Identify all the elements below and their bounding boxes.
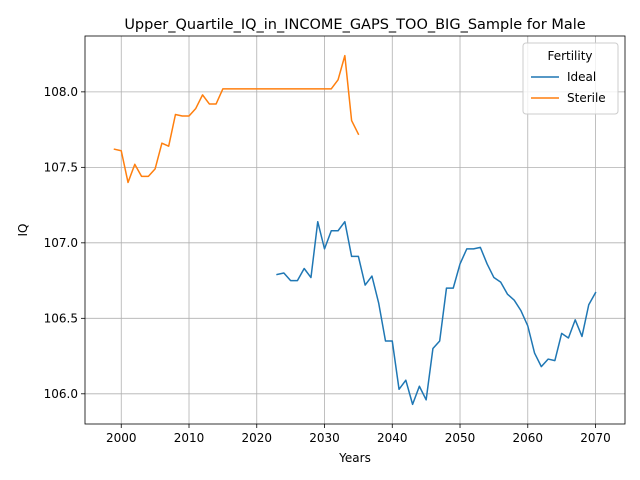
chart-title: Upper_Quartile_IQ_in_INCOME_GAPS_TOO_BIG… xyxy=(124,17,585,33)
y-tick-label: 107.0 xyxy=(44,236,78,250)
x-tick-label: 2010 xyxy=(174,431,205,445)
series-layer xyxy=(113,54,597,406)
y-tick-label: 106.0 xyxy=(44,387,78,401)
x-tick-label: 2030 xyxy=(309,431,340,445)
y-axis-label: IQ xyxy=(16,224,30,237)
x-axis-label: Years xyxy=(338,451,371,465)
axes-frame xyxy=(84,35,626,425)
y-tick-label: 106.5 xyxy=(44,311,78,325)
x-tick-label: 2070 xyxy=(580,431,611,445)
legend-title: Fertility xyxy=(547,49,592,63)
x-tick-label: 2050 xyxy=(445,431,476,445)
x-tick-label: 2000 xyxy=(106,431,137,445)
y-tick-label: 107.5 xyxy=(44,160,78,174)
y-tick-label: 108.0 xyxy=(44,85,78,99)
legend-label-ideal: Ideal xyxy=(567,70,596,84)
x-tick-label: 2020 xyxy=(241,431,272,445)
legend: Fertility Ideal Sterile xyxy=(522,42,619,115)
x-axis-ticks: 2000 2010 2020 2030 2040 2050 2060 2070 xyxy=(106,424,611,445)
y-axis-ticks: 106.0 106.5 107.0 107.5 108.0 xyxy=(44,85,85,401)
legend-box xyxy=(522,42,619,115)
grid xyxy=(85,36,625,424)
series-line-ideal xyxy=(276,220,597,406)
x-tick-label: 2040 xyxy=(377,431,408,445)
legend-label-sterile: Sterile xyxy=(567,91,606,105)
series-line-sterile xyxy=(113,54,360,184)
x-tick-label: 2060 xyxy=(512,431,543,445)
